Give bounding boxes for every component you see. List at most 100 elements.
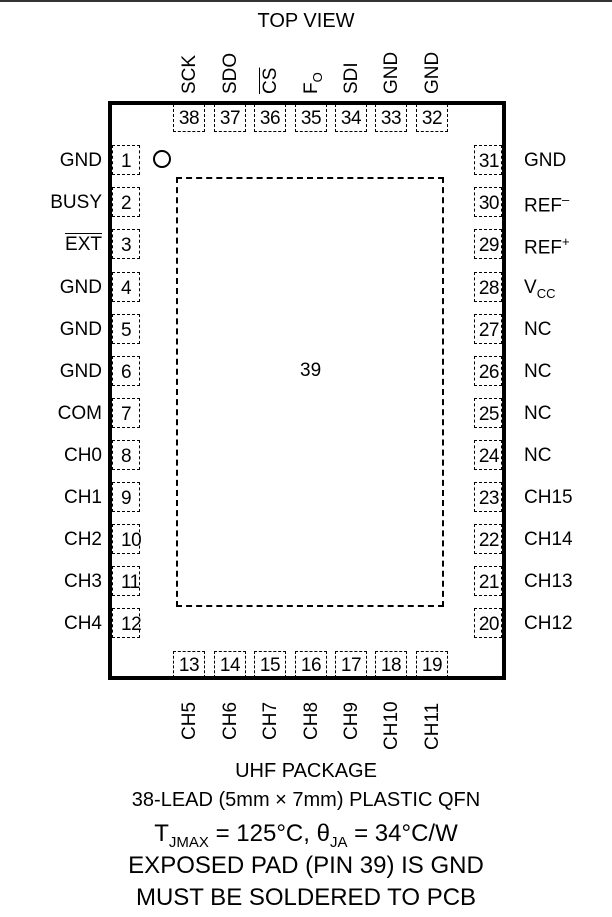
pin-name-bottom: CH11: [422, 702, 443, 750]
pin-name-superscript: –: [562, 192, 570, 207]
pin-number-top: 32: [416, 104, 448, 132]
pin-name-right: CH13: [524, 571, 573, 592]
diagram-title: TOP VIEW: [257, 10, 355, 32]
pin-name-bottom: CH6: [220, 701, 241, 740]
pin-number-bottom: 17: [335, 651, 367, 678]
pin-number-right: 20: [474, 608, 502, 638]
pin-number-top: 34: [335, 104, 367, 132]
pin-name-superscript: +: [562, 234, 570, 249]
pin-number-bottom: 13: [173, 651, 205, 678]
pin-number-bottom: 19: [416, 651, 448, 678]
pin-name-bottom: CH8: [301, 701, 322, 740]
exposed-pad-caption: EXPOSED PAD (PIN 39) IS GND: [128, 852, 484, 879]
pin-name-left: CH0: [63, 445, 102, 466]
pin-name-top: CS: [260, 67, 281, 94]
pin-number-right: 21: [474, 566, 502, 596]
pin-name-left: CH2: [63, 529, 102, 550]
pin-number-right: 29: [474, 229, 502, 259]
pin-number-left: 7: [112, 398, 140, 428]
pin-number-right: 22: [474, 524, 502, 554]
pin-number-right: 27: [474, 314, 502, 344]
pin-number-bottom: 16: [295, 651, 327, 678]
pin-name-left: BUSY: [50, 192, 102, 213]
pin1-indicator-circle: [153, 150, 171, 168]
pin-name-left: GND: [59, 319, 102, 340]
pin-name-base: V: [524, 277, 537, 298]
pin-name-right: CH12: [524, 613, 573, 634]
pin-name-left: EXT: [65, 234, 102, 255]
thermal-mid: = 125°C, θ: [208, 820, 330, 847]
pin-number-left: 5: [112, 314, 140, 344]
pin-name-left: CH1: [63, 487, 102, 508]
pin-name-right: NC: [524, 403, 552, 424]
pin-name-left: COM: [57, 403, 102, 424]
pin-name-right: CH15: [524, 487, 573, 508]
pin-number-top: 38: [173, 104, 205, 132]
pin-name-right: NC: [524, 319, 552, 340]
pin-name-subscript: CC: [536, 285, 556, 301]
pin-name-right: NC: [524, 445, 552, 466]
pin-name-left: GND: [59, 361, 102, 382]
pin-name-subscript: O: [309, 72, 325, 83]
pin-number-right: 31: [474, 145, 502, 175]
pin-name-top: GND: [422, 51, 443, 94]
thermal-t-subscript: JMAX: [168, 833, 209, 851]
pin-number-right: 26: [474, 356, 502, 386]
solder-caption: MUST BE SOLDERED TO PCB: [135, 884, 477, 911]
pin-number-right: 28: [474, 272, 502, 302]
pin-number-left: 8: [112, 440, 140, 470]
pin-number-bottom: 14: [214, 651, 246, 678]
pin-number-left: 10: [112, 524, 142, 554]
pin-number-left: 6: [112, 356, 140, 386]
pin-name-left: GND: [59, 150, 102, 171]
pin-name-right: REF–: [524, 193, 569, 215]
pin-number-left: 1: [112, 145, 140, 175]
thermal-t: T: [154, 820, 169, 847]
pin-name-left: CH3: [63, 571, 102, 592]
pin-name-top: GND: [381, 51, 402, 94]
pin-name-right: GND: [524, 150, 567, 171]
pin-number-bottom: 15: [254, 651, 286, 678]
pin-name-bottom: CH7: [260, 701, 281, 740]
pin-number-top: 37: [214, 104, 246, 132]
pin-name-bottom: CH10: [381, 701, 402, 750]
thermal-end: = 34°C/W: [347, 820, 458, 847]
pin-name-top: SDO: [220, 52, 241, 94]
package-caption: UHF PACKAGE: [235, 760, 377, 782]
pin-name-top: FO: [301, 72, 325, 94]
top-border-line: [0, 0, 612, 2]
pin-name-bottom: CH9: [341, 701, 362, 740]
thermal-theta-subscript: JA: [329, 833, 348, 851]
pin-name-right: NC: [524, 361, 552, 382]
pin-number-left: 12: [112, 608, 142, 638]
pin-number-left: 3: [112, 229, 140, 259]
pin-number-right: 30: [474, 187, 502, 217]
pin-name-left: CH4: [63, 613, 102, 634]
pin-name-right: REF+: [524, 235, 570, 257]
pin-name-base: REF: [524, 195, 562, 217]
exposed-pad: [176, 177, 444, 607]
pin-number-top: 36: [254, 104, 286, 132]
pin-number-right: 25: [474, 398, 502, 428]
thermal-caption: TJMAX = 125°C, θJA = 34°C/W: [0, 820, 612, 851]
pin-name-bottom: CH5: [179, 701, 200, 740]
pin-name-left: GND: [59, 277, 102, 298]
pin-number-left: 11: [112, 566, 140, 596]
pin-number-top: 33: [375, 104, 407, 132]
pin-number-left: 9: [112, 482, 140, 512]
pin-name-right: VCC: [524, 278, 555, 300]
pin-name-base: REF: [524, 237, 562, 259]
pin-name-base: F: [301, 82, 322, 94]
pin-number-right: 23: [474, 482, 502, 512]
pin-number-left: 4: [112, 272, 140, 302]
pin-number-left: 2: [112, 187, 140, 217]
pin-number-right: 24: [474, 440, 502, 470]
package-outline: [108, 101, 506, 680]
pin-number-top: 35: [295, 104, 327, 132]
pin-name-top: SCK: [179, 54, 200, 94]
pin-name-right: CH14: [524, 529, 573, 550]
pin-number-bottom: 18: [375, 651, 407, 678]
lead-caption: 38-LEAD (5mm × 7mm) PLASTIC QFN: [131, 789, 481, 811]
exposed-pad-number: 39: [300, 360, 322, 381]
pin-name-top: SDI: [341, 62, 362, 94]
